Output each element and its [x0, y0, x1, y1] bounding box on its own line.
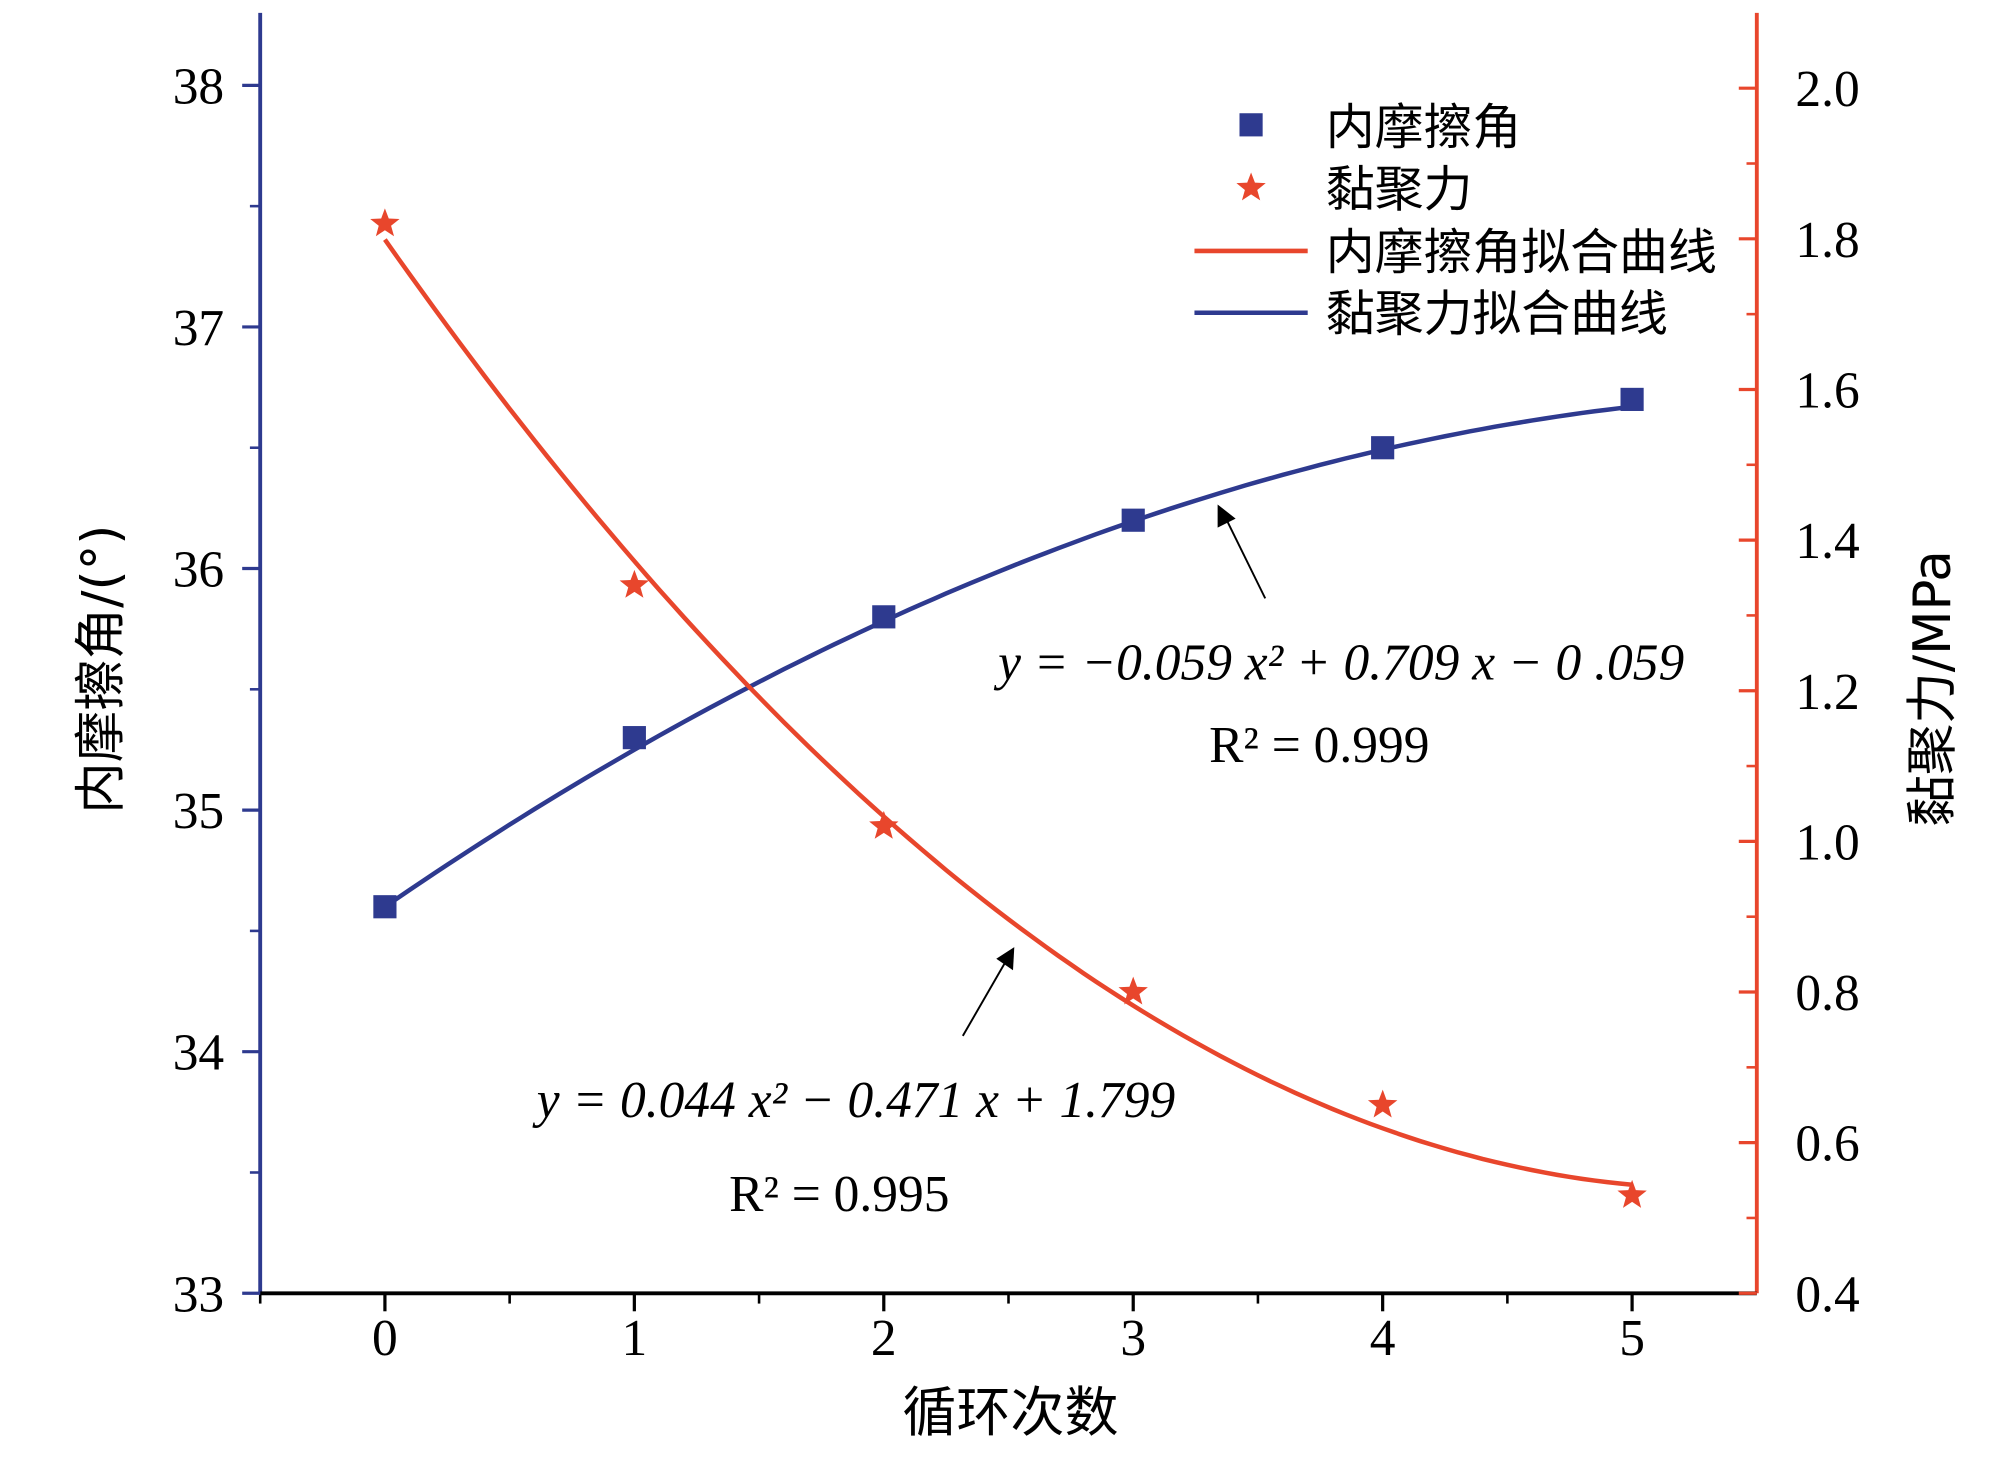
data-point-star — [1118, 976, 1148, 1005]
y-right-tick-label: 1.0 — [1795, 814, 1859, 871]
y-left-tick-label: 34 — [173, 1025, 224, 1082]
annotation-arrow-1 — [1224, 516, 1267, 599]
axes: 0 1 2 3 4 53334353637380.40.60.81.01.21.41.61… — [173, 12, 1860, 1367]
y-left-axis-label: 内摩擦角/(°) — [72, 525, 132, 814]
data-point-square — [1371, 436, 1395, 460]
x-tick-label: 4 — [1370, 1310, 1396, 1367]
fit-curve-2 — [383, 238, 1633, 1188]
data-point-star — [1617, 1179, 1647, 1208]
y-right-tick-label: 1.2 — [1795, 664, 1859, 721]
data-point-star — [1367, 1089, 1398, 1118]
data-point-square — [872, 605, 896, 629]
annotation-arrowhead-2 — [996, 947, 1015, 971]
legend-star-icon — [1236, 172, 1266, 201]
annotation-arrow-2 — [961, 959, 1008, 1037]
x-tick-label: 1 — [621, 1310, 647, 1367]
y-left-tick-label: 38 — [173, 58, 224, 115]
y-right-tick-label: 1.6 — [1795, 362, 1859, 419]
y-right-tick-label: 0.6 — [1795, 1116, 1859, 1173]
fit1-equation: y = −0.059 x² + 0.709 x − 0 .059 — [993, 634, 1684, 691]
legend-label: 内摩擦角拟合曲线 — [1326, 224, 1717, 281]
x-tick-label: 3 — [1120, 1310, 1146, 1367]
legend-label: 黏聚力 — [1326, 161, 1473, 218]
data-point-star — [619, 569, 650, 598]
fit-curve-1 — [383, 404, 1633, 909]
y-right-tick-label: 0.8 — [1795, 965, 1859, 1022]
x-tick-label: 0 — [372, 1310, 398, 1367]
data-point-square — [1121, 508, 1145, 532]
y-right-tick-label: 1.8 — [1795, 212, 1859, 269]
x-tick-label: 5 — [1619, 1310, 1645, 1367]
annotation-arrowhead-1 — [1217, 504, 1236, 528]
legend-square-icon — [1239, 113, 1263, 137]
fit2-r2: R² = 0.995 — [729, 1166, 949, 1223]
data-point-star — [869, 810, 899, 839]
marks — [370, 208, 1647, 1208]
y-left-tick-label: 37 — [173, 300, 224, 357]
data-point-square — [622, 726, 646, 750]
y-right-axis-label: 黏聚力/MPa — [1903, 550, 1963, 826]
y-left-tick-label: 35 — [173, 783, 224, 840]
y-left-tick-label: 36 — [173, 542, 224, 599]
y-right-tick-label: 0.4 — [1795, 1266, 1859, 1323]
data-point-square — [373, 895, 397, 919]
x-axis-label: 循环次数 — [902, 1381, 1118, 1444]
legend-label: 内摩擦角 — [1326, 99, 1522, 156]
fit1-r2: R² = 0.999 — [1209, 717, 1429, 774]
legend-label: 黏聚力拟合曲线 — [1326, 286, 1668, 343]
y-left-tick-label: 33 — [173, 1266, 224, 1323]
y-right-tick-label: 2.0 — [1795, 61, 1859, 118]
y-right-tick-label: 1.4 — [1795, 513, 1859, 570]
x-tick-label: 2 — [871, 1310, 897, 1367]
data-point-star — [370, 208, 400, 237]
annotations: y = −0.059 x² + 0.709 x − 0 .059 R² = 0.… — [532, 504, 1684, 1223]
data-point-square — [1620, 387, 1644, 411]
fit2-equation: y = 0.044 x² − 0.471 x + 1.799 — [532, 1072, 1176, 1129]
